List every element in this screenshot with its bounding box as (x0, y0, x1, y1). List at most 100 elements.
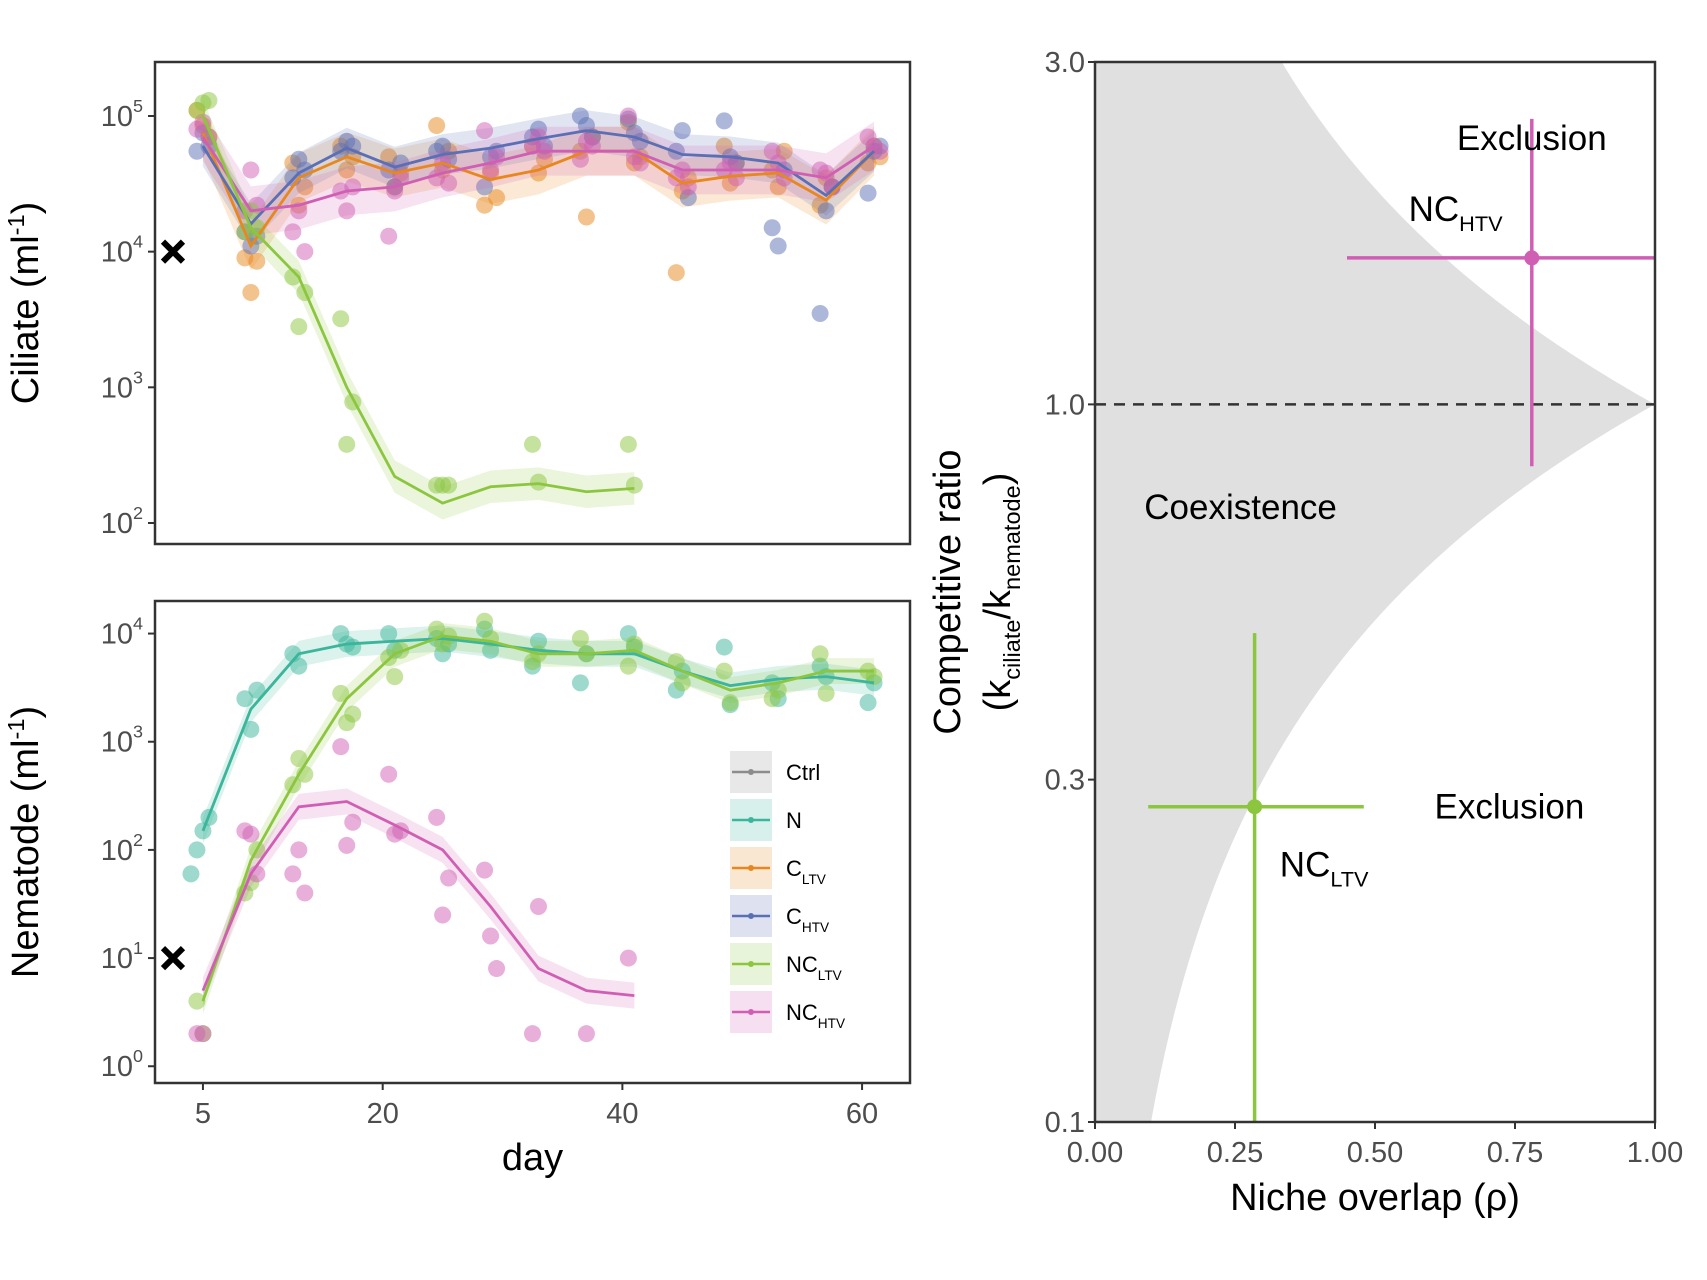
data-point-C_LTV (248, 252, 266, 270)
x-tick-label: 60 (846, 1098, 878, 1130)
region-label: Exclusion (1457, 119, 1607, 158)
data-point-N (715, 638, 733, 656)
data-point-N (482, 641, 500, 659)
y-axis-title: Competitive ratio (927, 449, 969, 734)
data-point-NC_HTV (242, 161, 260, 179)
data-point-NC_LTV (811, 645, 829, 663)
data-point-N (380, 625, 398, 643)
data-point-N (248, 681, 266, 699)
data-point-NC_HTV (619, 949, 637, 967)
y-tick-label: 0.3 (1045, 765, 1085, 797)
data-point-NC_LTV (332, 684, 350, 702)
data-point-NC_HTV (619, 107, 637, 125)
data-point-NC_HTV (194, 1025, 212, 1043)
y-tick-label: 104 (101, 232, 143, 269)
data-point-N (571, 674, 589, 692)
data-point-C_LTV (488, 189, 506, 207)
data-point-NC_HTV (296, 243, 314, 261)
data-point-NC_HTV (524, 1025, 541, 1043)
data-point-NC_LTV (338, 435, 356, 453)
data-point-N (242, 720, 260, 738)
legend-item-NC_LTV: NCLTV (730, 943, 843, 985)
series-line-N (201, 637, 875, 832)
series-line-NC_LTV (201, 634, 875, 1002)
data-point-C_HTV (763, 219, 781, 237)
y-axis-subtitle: (kciliate/knematode) (977, 473, 1025, 712)
data-point-C_LTV (296, 178, 314, 196)
data-point-NC_HTV (290, 841, 308, 859)
x-tick-label: 0.75 (1487, 1137, 1543, 1169)
x-tick-label: 20 (367, 1098, 399, 1130)
initial-density-marker (160, 945, 186, 971)
data-point-C_HTV (715, 112, 733, 130)
data-point-NC_HTV (242, 825, 260, 843)
legend-item-Ctrl: Ctrl (730, 751, 820, 793)
data-point-N (188, 841, 206, 859)
data-point-NC_LTV (529, 473, 547, 491)
legend-label: Ctrl (786, 760, 820, 785)
plot-frame (153, 599, 912, 1085)
data-point-NC_HTV (332, 738, 350, 756)
x-axis-title: day (502, 1137, 563, 1179)
y-tick-label: 102 (101, 830, 143, 867)
x-tick-label: 40 (606, 1098, 638, 1130)
data-point-NC_LTV (571, 630, 589, 648)
data-point-NC_LTV (344, 705, 362, 723)
legend-item-C_HTV: CHTV (730, 895, 830, 937)
legend-item-NC_HTV: NCHTV (730, 991, 846, 1033)
legend-key-dot (748, 1009, 754, 1015)
data-point-NC_LTV (332, 310, 350, 328)
data-point-NC_HTV (529, 128, 547, 146)
data-point-C_HTV (769, 237, 787, 255)
legend-key-dot (748, 769, 754, 775)
data-point-C_HTV (859, 184, 877, 202)
y-tick-label: 103 (101, 367, 143, 404)
data-point-NC_LTV (619, 435, 637, 453)
data-point-NC_HTV (440, 869, 458, 887)
data-point-C_LTV (667, 264, 685, 282)
data-point-C_HTV (476, 178, 494, 196)
data-point-NC_HTV (434, 906, 452, 924)
legend-label: CLTV (786, 856, 827, 887)
data-point-NC_LTV (440, 476, 458, 494)
data-point-NC_HTV (529, 897, 547, 915)
legend-key-dot (748, 913, 754, 919)
data-point-N (344, 638, 362, 656)
y-tick-label: 103 (101, 722, 143, 759)
x-tick-label: 0.25 (1207, 1137, 1263, 1169)
data-point-NC_HTV (440, 174, 458, 192)
data-point-N (290, 657, 308, 675)
confidence-band-C_HTV (202, 110, 875, 245)
coexistence-region (1095, 62, 1655, 1122)
data-point-NC_HTV (871, 142, 889, 160)
data-point-NC_HTV (482, 161, 500, 179)
x-tick-label: 0.50 (1347, 1137, 1403, 1169)
confidence-band-NC_LTV (202, 99, 635, 520)
data-point-NC_HTV (577, 1025, 595, 1043)
data-point-NC_HTV (338, 202, 356, 220)
data-point-NC_LTV (673, 674, 691, 692)
data-point-NC_HTV (482, 927, 500, 945)
legend-key-dot (748, 865, 754, 871)
y-tick-label: 1.0 (1045, 389, 1085, 421)
region-label: Coexistence (1144, 488, 1337, 527)
data-point-NC_HTV (727, 169, 745, 187)
data-point-C_LTV (338, 161, 356, 179)
series-line-NC_HTV (201, 800, 635, 997)
data-point-C_HTV (434, 137, 452, 155)
legend-key-dot (748, 817, 754, 823)
y-tick-label: 104 (101, 614, 143, 651)
series-line-C_LTV (201, 132, 876, 249)
series-line-C_HTV (201, 129, 875, 227)
confidence-band-C_LTV (202, 108, 875, 271)
estimate-point-NC_LTV (1247, 799, 1263, 815)
legend-item-C_LTV: CLTV (730, 847, 827, 889)
data-point-N (236, 690, 254, 708)
data-point-NC_HTV (476, 861, 494, 879)
data-point-NC_LTV (817, 684, 835, 702)
nematode-panel: 100 101 102 103 104 5 20 40 60 day Nematode (ml-1) (3, 599, 912, 1179)
x-axis-title: Niche overlap (ρ) (1230, 1177, 1520, 1219)
data-point-C_LTV (428, 117, 446, 135)
